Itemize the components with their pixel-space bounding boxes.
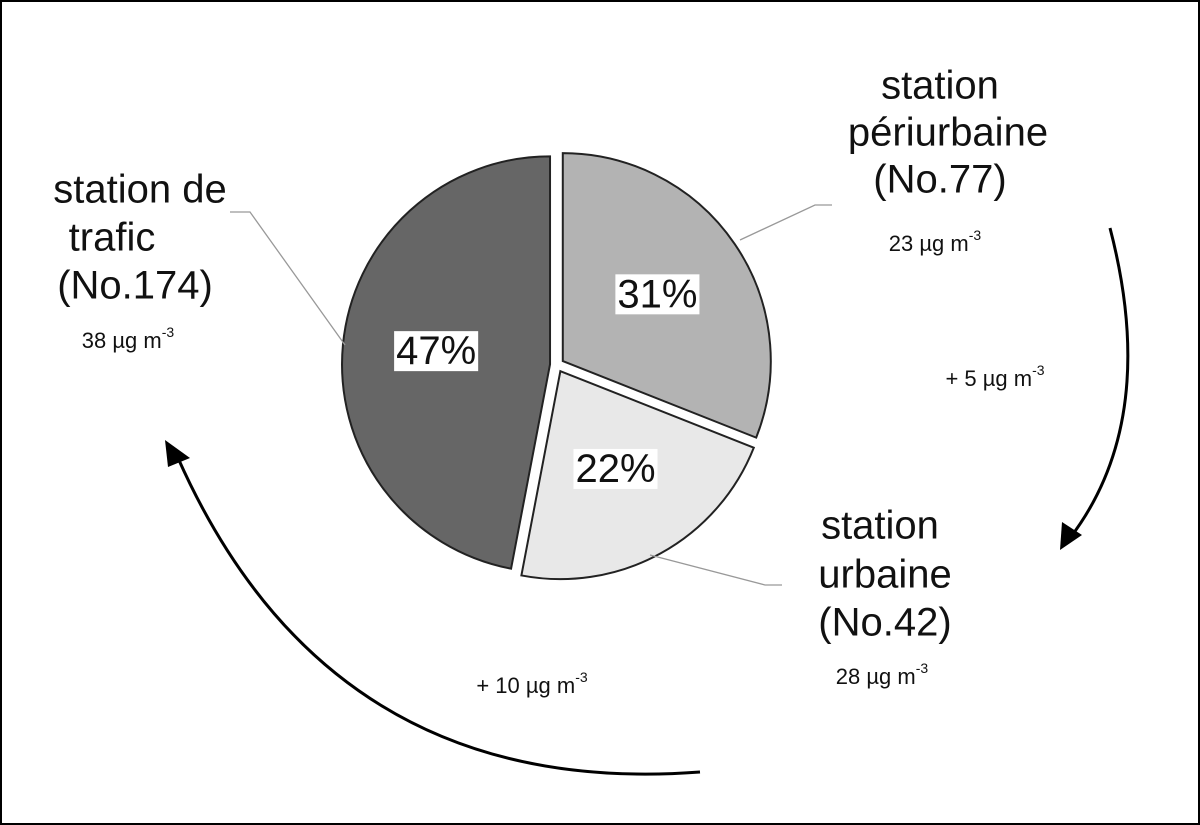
annotation-text: + 5 µg m: [945, 366, 1032, 391]
station-label: station de: [53, 168, 226, 212]
annotation: + 10 µg m-3: [476, 669, 588, 698]
value-label: 22%: [575, 447, 655, 491]
leader-line: [230, 211, 346, 346]
label-background: [573, 448, 658, 489]
arrow-arc: [176, 457, 701, 776]
concentration-text: 38 µg m: [82, 328, 162, 353]
concentration-text: 23 µg m: [889, 231, 969, 256]
concentration: 23 µg m-3: [889, 227, 982, 256]
station-label: (No.42): [818, 601, 951, 645]
station-label: périurbaine: [848, 111, 1048, 155]
label-background: [615, 274, 700, 315]
exponent: -3: [1032, 362, 1045, 378]
pie: 31% 22% 47%: [341, 152, 772, 581]
exponent: -3: [162, 324, 175, 340]
arrowhead: [1060, 522, 1082, 550]
station-label: trafic: [69, 216, 156, 260]
exponent: -3: [969, 227, 982, 243]
arrow-arc: [1068, 227, 1130, 539]
station-label: urbaine: [818, 553, 951, 597]
arrowhead: [165, 440, 190, 467]
leader-line: [739, 204, 832, 241]
concentration-text: 28 µg m: [836, 664, 916, 689]
station-label: station: [821, 504, 939, 548]
concentration: 28 µg m-3: [836, 660, 929, 689]
station-label: station: [881, 64, 999, 108]
exponent: -3: [575, 669, 588, 685]
station-label: (No.77): [873, 158, 1006, 202]
annotation: + 5 µg m-3: [945, 362, 1044, 391]
value-label: 47%: [396, 329, 476, 373]
leader-line: [649, 554, 782, 586]
label-background: [394, 331, 479, 372]
annotation-text: + 10 µg m: [476, 673, 575, 698]
exponent: -3: [916, 660, 929, 676]
value-label: 31%: [617, 272, 697, 316]
station-label: (No.174): [57, 264, 213, 308]
concentration: 38 µg m-3: [82, 324, 175, 353]
